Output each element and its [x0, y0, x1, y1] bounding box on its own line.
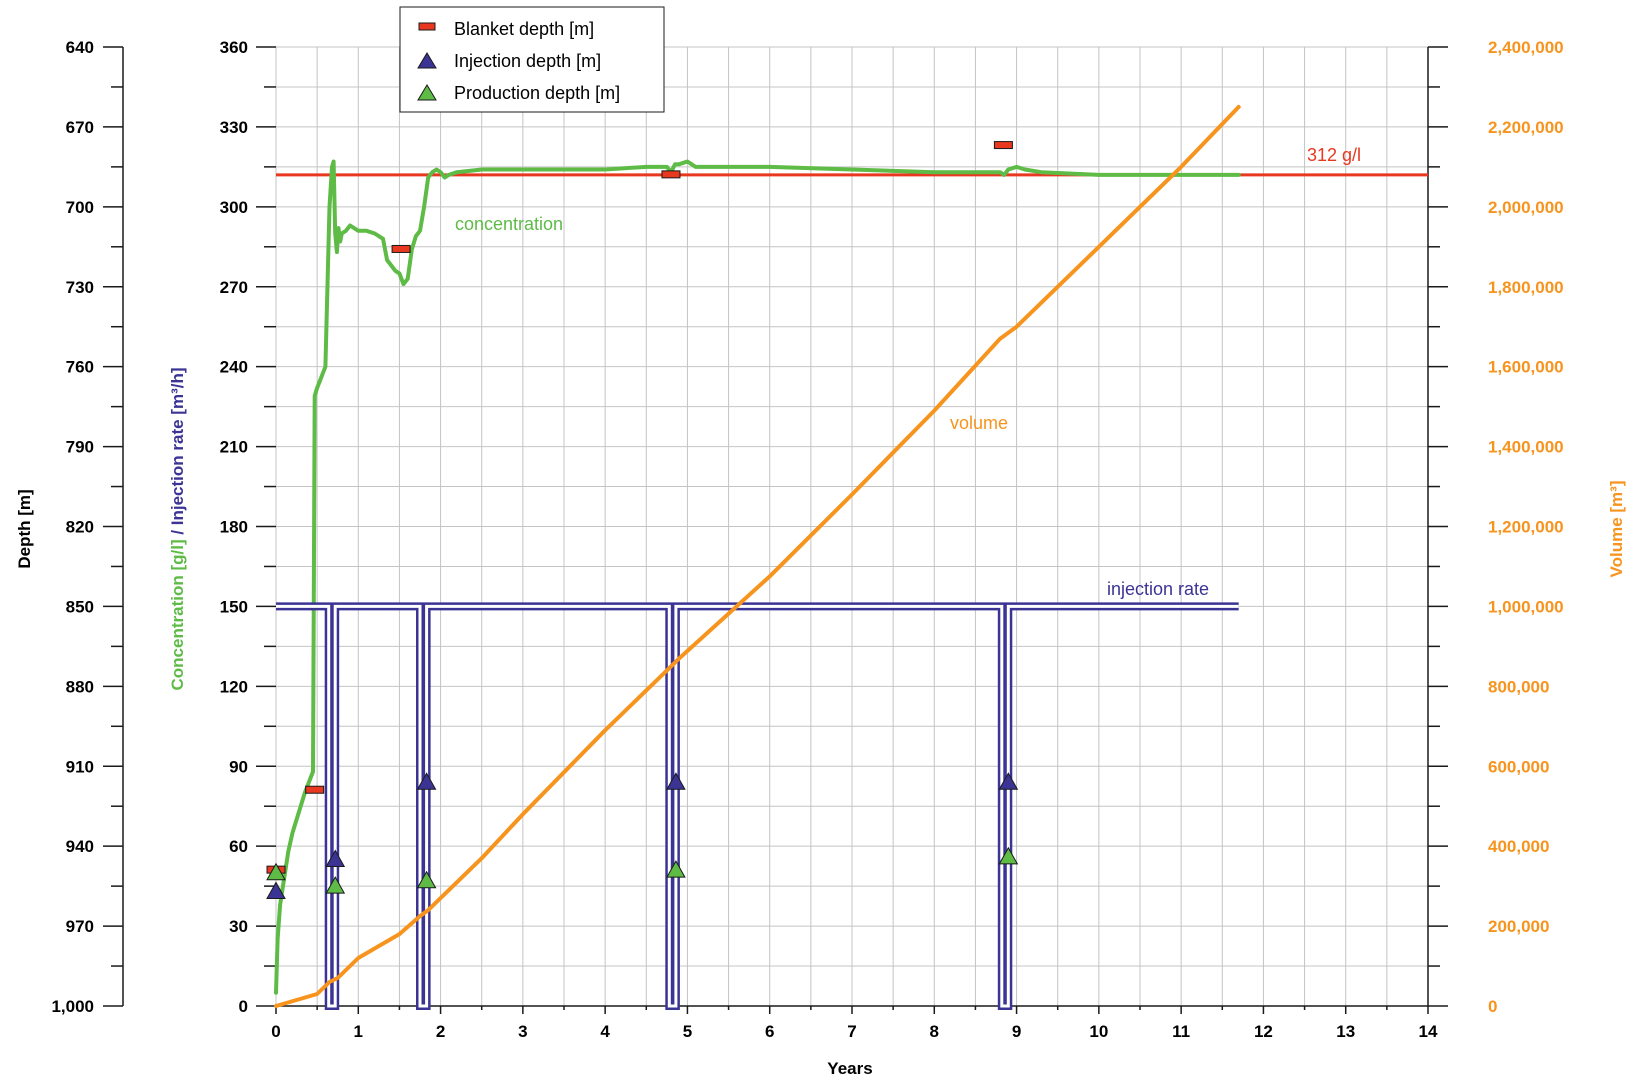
x-tick-label: 10	[1089, 1022, 1108, 1041]
legend-production-marker	[417, 84, 437, 101]
injection-depth-marker	[416, 772, 437, 790]
depth-tick-label: 820	[66, 518, 94, 537]
production-depth-marker	[416, 870, 437, 889]
volume-tick-label: 1,200,000	[1488, 518, 1564, 537]
concentration-tick-label: 360	[220, 38, 248, 57]
x-tick-label: 14	[1419, 1022, 1438, 1041]
depth-axis-title: Depth [m]	[15, 489, 34, 568]
concentration-tick-label: 210	[220, 438, 248, 457]
x-tick-label: 1	[354, 1022, 363, 1041]
injection-depth-marker	[998, 772, 1019, 790]
series-injection-rate-inner	[276, 604, 1239, 1008]
injection-depth-marker	[666, 772, 686, 790]
concentration-tick-label: 240	[220, 358, 248, 377]
depth-tick-label: 910	[66, 757, 94, 776]
legend-injection-label: Injection depth [m]	[454, 51, 601, 71]
production-depth-marker	[325, 876, 346, 894]
depth-tick-label: 790	[66, 438, 94, 457]
injection-depth-marker	[325, 849, 346, 867]
x-tick-label: 3	[518, 1022, 527, 1041]
volume-tick-label: 1,400,000	[1488, 438, 1564, 457]
x-axis-title: Years	[827, 1059, 872, 1078]
concentration-tick-label: 180	[220, 518, 248, 537]
depth-tick-label: 880	[66, 677, 94, 696]
depth-tick-label: 970	[66, 917, 94, 936]
annotation-volume: volume	[950, 413, 1008, 433]
volume-tick-label: 600,000	[1488, 757, 1549, 776]
series	[274, 104, 1428, 1010]
x-tick-label: 0	[271, 1022, 280, 1041]
legend-blanket-marker	[418, 22, 436, 31]
legend-production-label: Production depth [m]	[454, 83, 620, 103]
volume-tick-label: 1,600,000	[1488, 358, 1564, 377]
depth-tick-label: 940	[66, 837, 94, 856]
legend-box	[399, 6, 665, 113]
volume-tick-label: 2,000,000	[1488, 198, 1564, 217]
volume-tick-label: 2,200,000	[1488, 118, 1564, 137]
x-tick-label: 6	[765, 1022, 774, 1041]
volume-tick-label: 1,000,000	[1488, 597, 1564, 616]
x-tick-label: 12	[1254, 1022, 1273, 1041]
depth-tick-label: 760	[66, 358, 94, 377]
axis-title-separator: /	[168, 525, 187, 539]
blanket-depth-marker	[391, 244, 411, 253]
legend: Blanket depth [m] Injection depth [m] Pr…	[399, 6, 665, 113]
blanket-depth-marker	[305, 785, 325, 794]
series-concentration	[274, 159, 1241, 995]
volume-tick-label: 0	[1488, 997, 1497, 1016]
x-tick-label: 2	[436, 1022, 445, 1041]
injection-rate-axis-title: Injection rate [m³/h]	[168, 367, 187, 525]
concentration-tick-label: 120	[220, 677, 248, 696]
volume-tick-label: 800,000	[1488, 677, 1549, 696]
production-depth-marker	[266, 862, 286, 881]
concentration-tick-label: 90	[229, 757, 248, 776]
concentration-tick-label: 300	[220, 198, 248, 217]
injection-depth-marker	[266, 881, 286, 899]
x-tick-label: 13	[1336, 1022, 1355, 1041]
legend-injection-marker	[417, 52, 437, 69]
annotation-injection-rate: injection rate	[1107, 579, 1209, 599]
volume-tick-label: 200,000	[1488, 917, 1549, 936]
depth-tick-label: 850	[66, 597, 94, 616]
depth-tick-label: 670	[66, 118, 94, 137]
depth-tick-label: 730	[66, 278, 94, 297]
depth-tick-label: 1,000	[51, 997, 94, 1016]
concentration-tick-label: 150	[220, 597, 248, 616]
concentration-tick-label: 330	[220, 118, 248, 137]
concentration-tick-label: 270	[220, 278, 248, 297]
concentration-tick-label: 0	[239, 997, 248, 1016]
x-tick-label: 4	[600, 1022, 610, 1041]
production-depth-marker	[666, 860, 686, 878]
x-tick-label: 5	[683, 1022, 692, 1041]
production-depth-marker	[998, 846, 1019, 865]
annotation-concentration: concentration	[455, 214, 563, 234]
legend-blanket-label: Blanket depth [m]	[454, 19, 594, 39]
depth-tick-label: 700	[66, 198, 94, 217]
volume-tick-label: 2,400,000	[1488, 38, 1564, 57]
concentration-tick-label: 30	[229, 917, 248, 936]
volume-axis-title: Volume [m³]	[1607, 481, 1626, 578]
depth-tick-label: 640	[66, 38, 94, 57]
x-tick-label: 7	[847, 1022, 856, 1041]
series-volume	[274, 104, 1241, 1008]
volume-tick-label: 400,000	[1488, 837, 1549, 856]
x-tick-label: 9	[1012, 1022, 1021, 1041]
annotation-reference-312: 312 g/l	[1307, 145, 1361, 165]
volume-tick-label: 1,800,000	[1488, 278, 1564, 297]
x-tick-label: 11	[1172, 1022, 1190, 1041]
concentration-axis-title: Concentration [g/l]	[168, 539, 187, 690]
blanket-depth-marker	[661, 170, 681, 179]
concentration-tick-label: 60	[229, 837, 248, 856]
blanket-depth-marker	[993, 141, 1013, 150]
markers	[266, 141, 1019, 899]
x-tick-label: 8	[930, 1022, 939, 1041]
concentration-rate-axis-title: Concentration [g/l] / Injection rate [m³…	[168, 367, 187, 690]
grid	[275, 46, 1429, 1007]
